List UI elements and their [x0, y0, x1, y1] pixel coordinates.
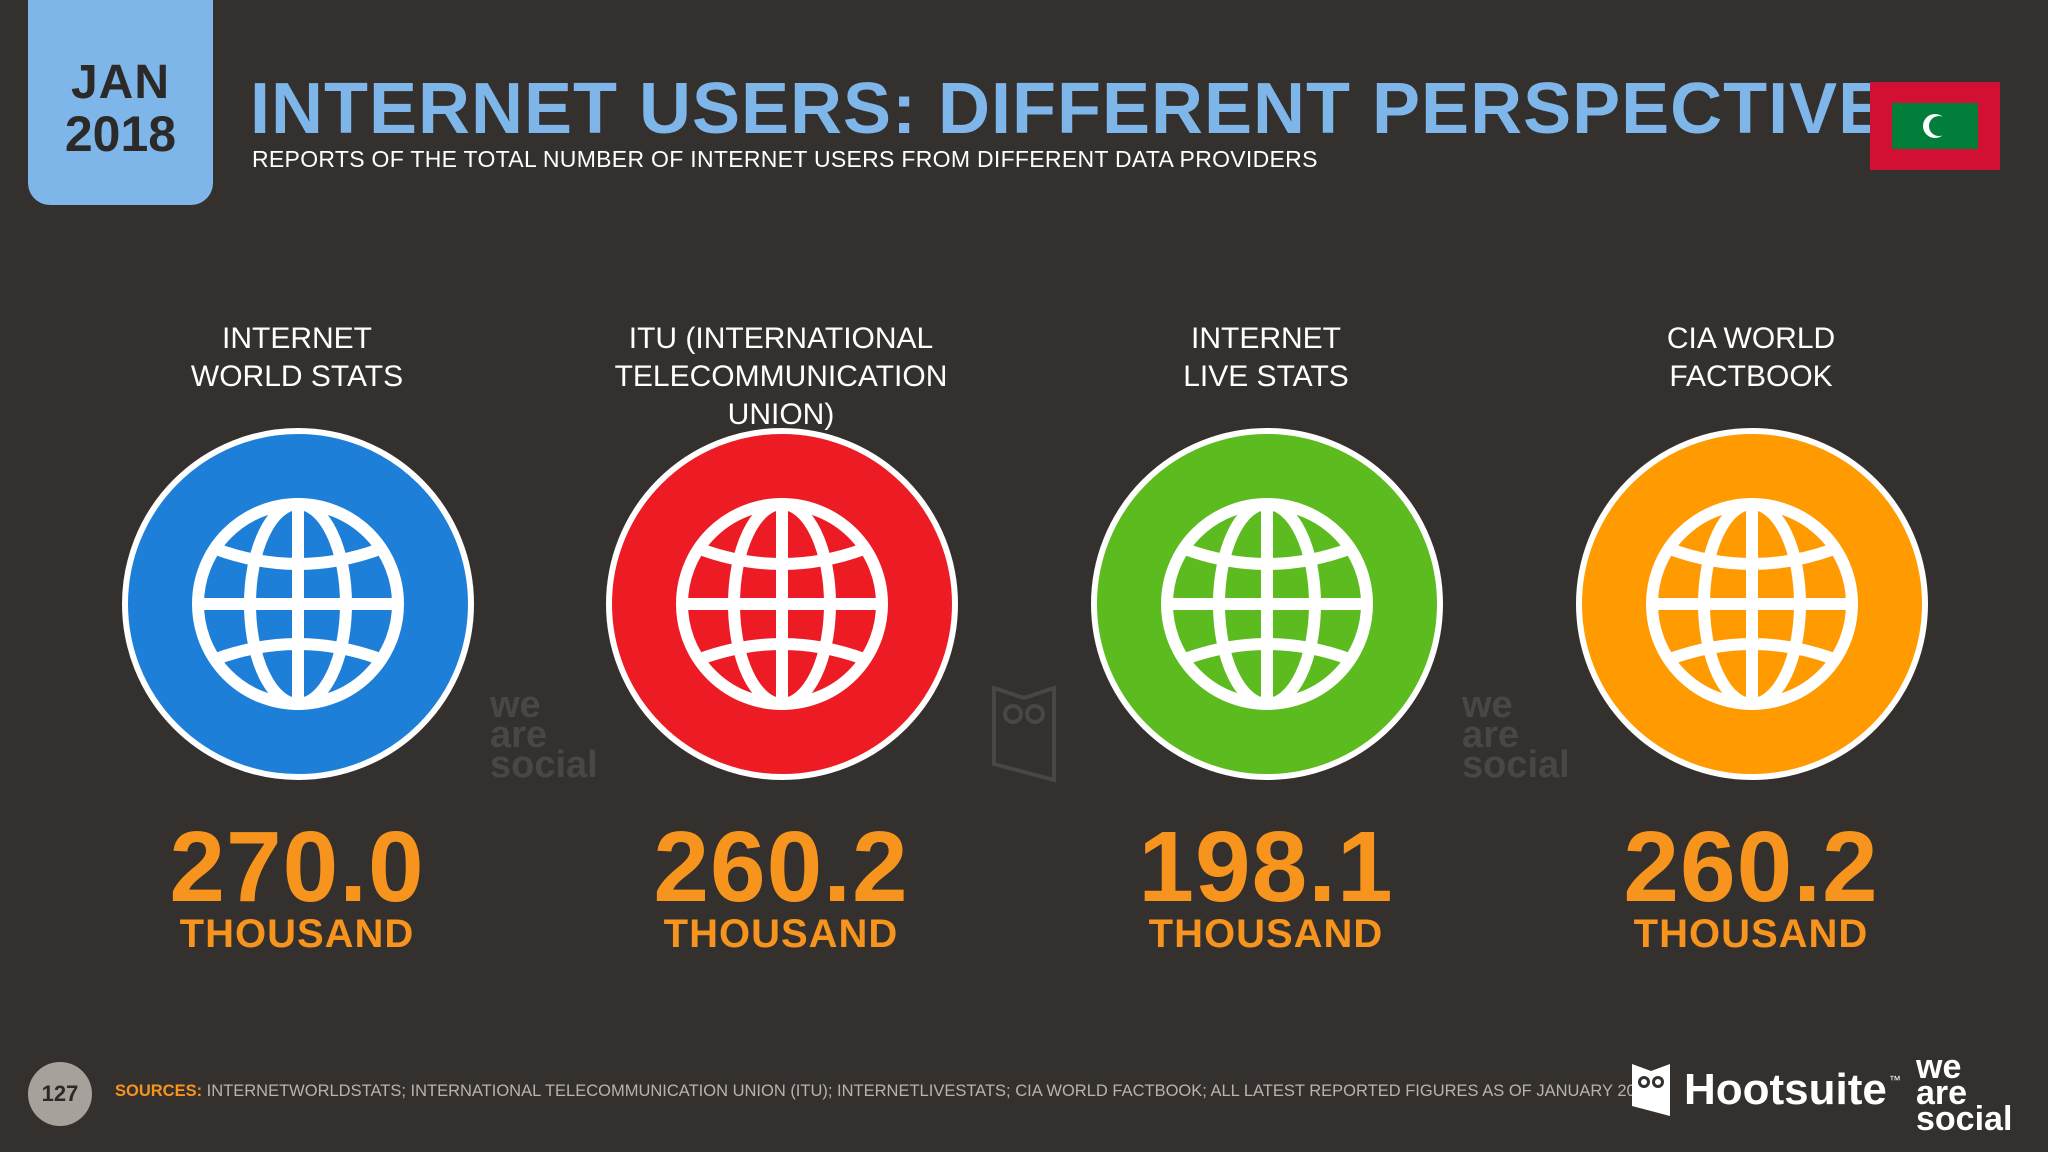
- provider-label: INTERNET WORLD STATS: [190, 322, 404, 393]
- globe-icon: [676, 498, 888, 710]
- sources-text: SOURCES: INTERNETWORLDSTATS; INTERNATION…: [115, 1082, 1659, 1101]
- page-number: 127: [28, 1062, 92, 1126]
- globe-icon: [192, 498, 404, 710]
- we-are-social-watermark: we are social: [1462, 684, 1570, 786]
- provider-label: INTERNET LIVE STATS: [1183, 322, 1349, 393]
- owl-icon: [1632, 1064, 1670, 1116]
- provider-circle: [1576, 428, 1928, 780]
- provider-label: ITU (INTERNATIONAL TELECOMMUNICATION UNI…: [614, 322, 948, 431]
- crescent-icon: [1923, 114, 1949, 138]
- sources-list: INTERNETWORLDSTATS; INTERNATIONAL TELECO…: [202, 1082, 1659, 1100]
- date-month: JAN: [70, 56, 171, 110]
- globe-icon: [1161, 498, 1373, 710]
- provider-label: CIA WORLD FACTBOOK: [1666, 322, 1836, 393]
- globe-icon: [1646, 498, 1858, 710]
- provider-unit: THOUSAND: [1148, 912, 1384, 956]
- hootsuite-logo: Hootsuite ™: [1630, 1062, 1901, 1118]
- we-are-social-watermark: we are social: [490, 684, 598, 786]
- hootsuite-name: Hootsuite: [1684, 1065, 1887, 1114]
- provider-value: 198.1: [1138, 811, 1394, 923]
- page-title: INTERNET USERS: DIFFERENT PERSPECTIVES: [250, 69, 1937, 149]
- owl-watermark-icon: [992, 685, 1056, 783]
- date-badge: JAN 2018: [28, 0, 213, 205]
- provider-circle: [122, 428, 474, 780]
- maldives-flag-icon: [1870, 82, 2000, 170]
- page-subtitle: REPORTS OF THE TOTAL NUMBER OF INTERNET …: [252, 146, 1318, 172]
- provider-value: 270.0: [169, 811, 425, 923]
- provider-unit: THOUSAND: [663, 912, 899, 956]
- provider-unit: THOUSAND: [179, 912, 415, 956]
- sources-label: SOURCES:: [115, 1082, 203, 1100]
- provider-value: 260.2: [653, 811, 909, 923]
- provider-circle: [606, 428, 958, 780]
- provider-value: 260.2: [1623, 811, 1879, 923]
- provider-circle: [1091, 428, 1443, 780]
- provider-unit: THOUSAND: [1633, 912, 1869, 956]
- date-year: 2018: [64, 106, 177, 163]
- we-are-social-logo: we are social: [1916, 1048, 2013, 1138]
- trademark: ™: [1888, 1073, 1901, 1087]
